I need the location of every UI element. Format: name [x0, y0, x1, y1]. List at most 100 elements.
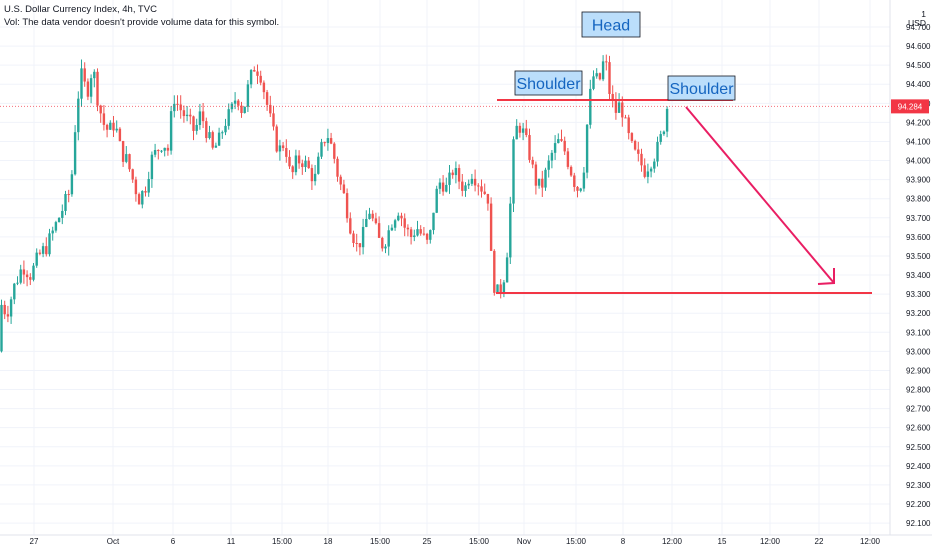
- candle-body: [435, 188, 438, 213]
- candle-body: [432, 212, 435, 231]
- candle-body: [557, 139, 560, 144]
- time-tick-label: 15:00: [469, 537, 490, 546]
- candle-body: [384, 246, 387, 249]
- candle-body: [438, 182, 442, 189]
- candle-body: [131, 169, 134, 180]
- time-tick-label: 15:00: [370, 537, 391, 546]
- candle-body: [547, 160, 550, 170]
- time-axis[interactable]: 27 Oct 6 11 15:00 18 15:00 25 15:00 Nov 15:00 8 12:0…: [30, 537, 881, 546]
- candle-body: [589, 88, 592, 125]
- candle-body: [73, 132, 77, 175]
- candle-body: [448, 172, 451, 185]
- price-tick-label: 94.700: [906, 23, 931, 32]
- candle-body: [118, 128, 122, 142]
- candle-body: [368, 213, 371, 219]
- candle-body: [189, 114, 192, 117]
- candle-body: [605, 61, 608, 63]
- time-tick-label: 15:00: [272, 537, 293, 546]
- candle-body: [582, 172, 586, 189]
- currency-top: 1: [921, 9, 926, 19]
- candle-body: [470, 178, 474, 184]
- time-tick-label: 27: [30, 537, 39, 546]
- candle-body: [445, 184, 448, 192]
- candle-body: [473, 178, 477, 186]
- candle-body: [285, 148, 288, 157]
- candle-body: [477, 185, 480, 187]
- right-shoulder-label-box: [667, 75, 736, 101]
- candle-body: [358, 243, 362, 248]
- candle-body: [326, 138, 330, 144]
- currency-indicator[interactable]: 1 USD: [908, 10, 926, 28]
- time-tick-label: 15:00: [566, 537, 587, 546]
- candle-body: [253, 70, 256, 72]
- candle-body: [569, 166, 573, 176]
- candle-body: [291, 166, 294, 173]
- price-tick-label: 93.500: [906, 252, 931, 261]
- candle-body: [624, 117, 627, 119]
- candle-body: [371, 213, 374, 219]
- candle-body: [611, 93, 614, 101]
- candle-body: [147, 179, 150, 193]
- candle-body: [166, 147, 170, 151]
- candle-body: [237, 100, 240, 106]
- time-tick-label: 12:00: [760, 537, 781, 546]
- candle-body: [137, 194, 141, 205]
- candle-body: [499, 284, 502, 293]
- time-tick-label: 22: [815, 537, 824, 546]
- time-tick-label: 12:00: [662, 537, 683, 546]
- candle-body: [633, 140, 637, 150]
- candle-body: [441, 182, 445, 192]
- last-price-tag-text: 94.284: [898, 102, 923, 111]
- candle-body: [205, 121, 208, 139]
- candle-body: [496, 284, 499, 293]
- candle-body: [269, 104, 272, 114]
- candle-body: [483, 191, 486, 194]
- candle-body: [265, 92, 269, 105]
- candle-body: [454, 168, 458, 176]
- candle-body: [464, 185, 467, 191]
- candle-body: [544, 169, 547, 188]
- candle-body: [409, 229, 413, 238]
- candle-body: [157, 149, 160, 152]
- candle-body: [406, 227, 410, 230]
- candle-body: [160, 150, 163, 152]
- candle-body: [102, 113, 106, 125]
- candle-body: [224, 125, 227, 133]
- candle-body: [461, 181, 464, 191]
- candle-body: [70, 174, 74, 195]
- candle-body: [640, 153, 643, 166]
- time-tick-label: 11: [227, 537, 236, 546]
- time-tick-label: Oct: [107, 537, 120, 546]
- candle-body: [352, 233, 355, 243]
- price-tick-label: 92.700: [906, 405, 931, 414]
- candle-body: [336, 158, 339, 177]
- candle-body: [329, 138, 333, 144]
- candle-body: [227, 109, 230, 126]
- target-arrow: [685, 106, 835, 284]
- candle-body: [531, 159, 534, 165]
- candle-body: [9, 299, 13, 317]
- candle-body: [67, 194, 70, 196]
- candle-body: [505, 257, 509, 283]
- volume-note: Vol: The data vendor doesn't provide vol…: [4, 17, 280, 28]
- price-tick-label: 93.300: [906, 290, 931, 299]
- candle-body: [80, 68, 83, 99]
- candle-body: [467, 183, 470, 186]
- candle-body: [320, 142, 323, 157]
- price-tick-label: 94.200: [906, 118, 931, 127]
- candle-body: [425, 233, 429, 240]
- candle-body: [537, 178, 541, 186]
- candle-body: [342, 184, 346, 194]
- price-axis[interactable]: 94.70094.60094.50094.40094.30094.20094.1…: [891, 23, 931, 528]
- head-label-box: [581, 11, 641, 38]
- candle-body: [64, 194, 67, 211]
- candle-body: [109, 122, 112, 130]
- candle-body: [144, 191, 147, 193]
- candle-body: [521, 128, 525, 133]
- candle-body: [281, 145, 285, 149]
- candle-body: [659, 134, 662, 142]
- candle-body: [217, 132, 221, 146]
- candle-body: [249, 70, 253, 85]
